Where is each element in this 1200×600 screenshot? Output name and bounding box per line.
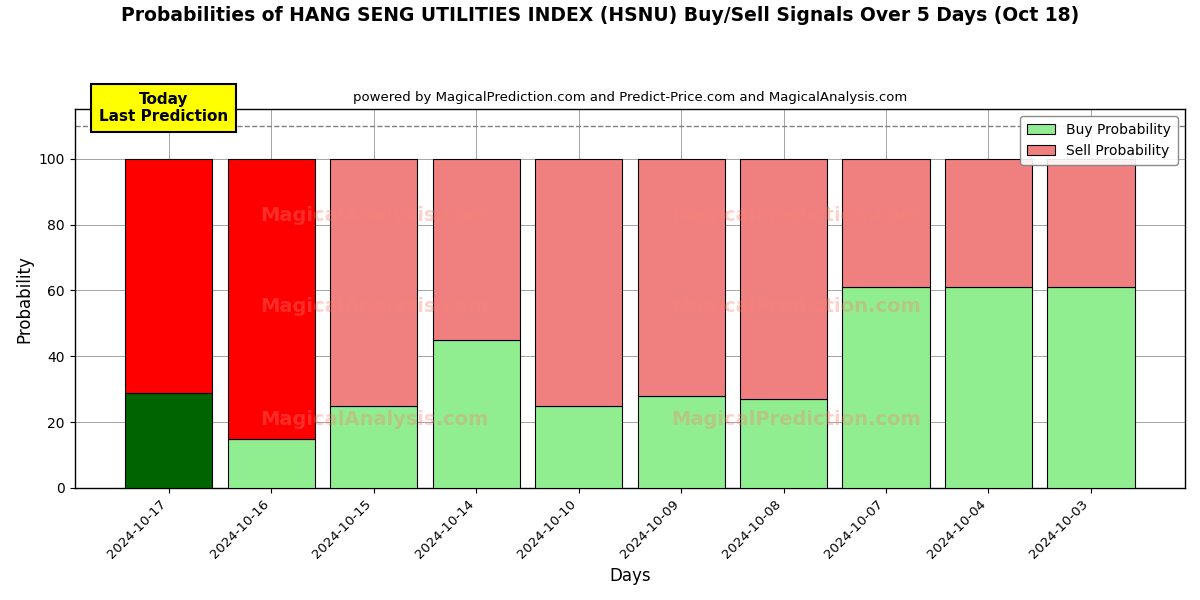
- Bar: [740, 159, 827, 399]
- Bar: [740, 399, 827, 488]
- Bar: [535, 159, 622, 406]
- Bar: [330, 406, 418, 488]
- Bar: [228, 439, 314, 488]
- Text: MagicalAnalysis.com: MagicalAnalysis.com: [260, 410, 488, 430]
- Bar: [1048, 287, 1134, 488]
- Bar: [432, 340, 520, 488]
- Bar: [432, 159, 520, 340]
- Bar: [944, 287, 1032, 488]
- Bar: [944, 159, 1032, 287]
- Bar: [228, 159, 314, 439]
- Bar: [330, 159, 418, 406]
- Text: MagicalAnalysis.com: MagicalAnalysis.com: [260, 206, 488, 225]
- Bar: [535, 406, 622, 488]
- Bar: [125, 392, 212, 488]
- Text: MagicalAnalysis.com: MagicalAnalysis.com: [260, 297, 488, 316]
- Y-axis label: Probability: Probability: [16, 255, 34, 343]
- Text: Probabilities of HANG SENG UTILITIES INDEX (HSNU) Buy/Sell Signals Over 5 Days (: Probabilities of HANG SENG UTILITIES IND…: [121, 6, 1079, 25]
- Text: MagicalPrediction.com: MagicalPrediction.com: [672, 297, 922, 316]
- Bar: [1048, 159, 1134, 287]
- X-axis label: Days: Days: [610, 567, 650, 585]
- Text: MagicalPrediction.com: MagicalPrediction.com: [672, 206, 922, 225]
- Bar: [125, 159, 212, 392]
- Title: powered by MagicalPrediction.com and Predict-Price.com and MagicalAnalysis.com: powered by MagicalPrediction.com and Pre…: [353, 91, 907, 104]
- Legend: Buy Probability, Sell Probability: Buy Probability, Sell Probability: [1020, 116, 1178, 165]
- Bar: [637, 159, 725, 396]
- Bar: [842, 159, 930, 287]
- Text: Today
Last Prediction: Today Last Prediction: [98, 92, 228, 124]
- Bar: [637, 396, 725, 488]
- Text: MagicalPrediction.com: MagicalPrediction.com: [672, 410, 922, 430]
- Bar: [842, 287, 930, 488]
